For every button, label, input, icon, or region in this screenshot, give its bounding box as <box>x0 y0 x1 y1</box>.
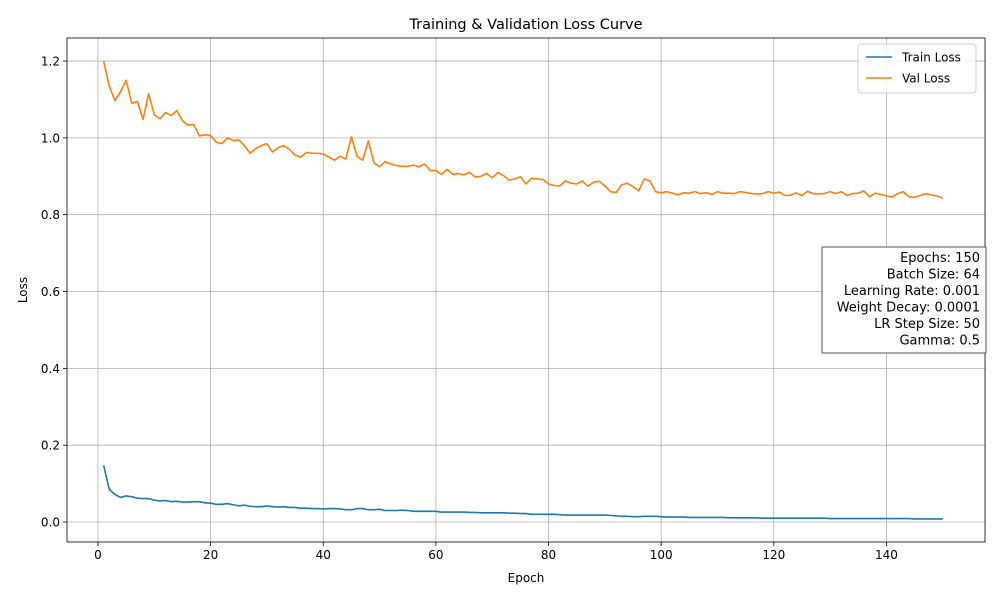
y-tick-label: 0.4 <box>41 362 60 376</box>
info-line: Epochs: 150 <box>900 251 980 266</box>
y-tick-label: 1.0 <box>41 131 60 145</box>
x-axis-title: Epoch <box>508 571 545 585</box>
info-line: Batch Size: 64 <box>887 268 980 283</box>
x-tick-label: 40 <box>316 548 331 562</box>
legend: Train Loss Val Loss <box>857 43 977 94</box>
x-tick-label: 60 <box>428 548 443 562</box>
val-loss-line <box>102 60 944 199</box>
x-tick-label: 20 <box>203 548 218 562</box>
y-tick-label: 0.6 <box>41 285 60 299</box>
info-line: Gamma: 0.5 <box>899 334 980 349</box>
x-tick-label: 80 <box>541 548 556 562</box>
train-loss-legend-label: Train Loss <box>901 51 961 65</box>
y-tick-label: 1.2 <box>41 55 60 69</box>
x-tick-label: 0 <box>94 548 102 562</box>
train-loss-line <box>102 464 943 520</box>
grid <box>67 38 985 542</box>
x-tick-label: 100 <box>650 548 673 562</box>
y-axis-title: Loss <box>16 277 30 303</box>
y-tick-label: 0.8 <box>41 208 60 222</box>
y-tick-label: 0.0 <box>41 516 60 530</box>
info-line: LR Step Size: 50 <box>874 317 980 332</box>
series-lines <box>102 60 944 520</box>
chart-title: Training & Validation Loss Curve <box>408 17 642 33</box>
info-line: Weight Decay: 0.0001 <box>837 301 980 316</box>
val-loss-legend-label: Val Loss <box>902 72 950 86</box>
info-line: Learning Rate: 0.001 <box>844 284 980 299</box>
axis-ticks: 0 20 40 60 80 100 120 140 0.0 0.2 0.4 0.6 0.8 1.0 1.2 <box>41 55 898 562</box>
info-box-frame <box>821 246 987 354</box>
y-tick-label: 0.2 <box>41 439 60 453</box>
x-tick-label: 120 <box>762 548 785 562</box>
x-tick-label: 140 <box>875 548 898 562</box>
